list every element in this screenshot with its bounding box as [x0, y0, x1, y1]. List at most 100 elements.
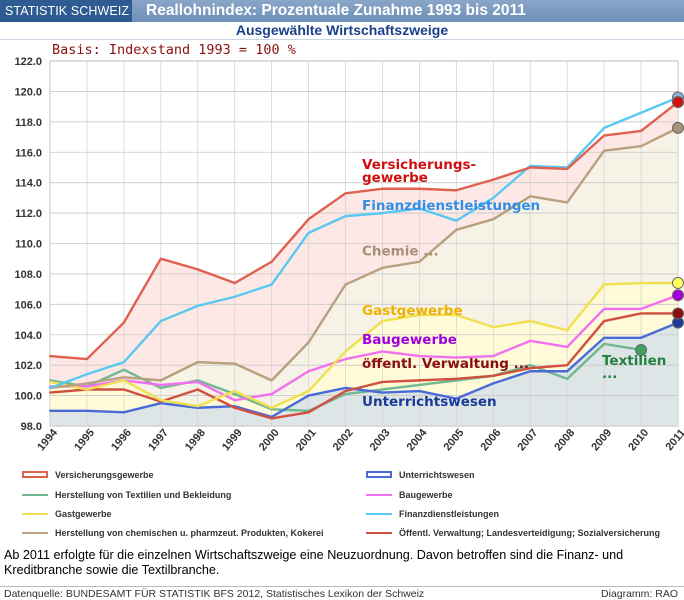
- area-fill-unt: [50, 322, 678, 426]
- data-point-bau: [270, 393, 273, 396]
- data-point-vers: [603, 134, 606, 137]
- y-tick-label: 120.0: [14, 86, 42, 98]
- data-point-fin: [196, 304, 199, 307]
- data-point-text: [529, 364, 532, 367]
- data-point-fin: [270, 283, 273, 286]
- series-line-chem: [49, 126, 679, 390]
- legend-swatch: [366, 494, 392, 496]
- x-tick-label: 1999: [220, 427, 245, 453]
- x-tick-label: 2005: [442, 427, 467, 453]
- diagram-credit: Diagramm: RAO: [600, 588, 678, 600]
- data-point-bau: [418, 355, 421, 358]
- data-point-oeff: [566, 364, 569, 367]
- data-point-chem: [418, 260, 421, 263]
- data-point-unt: [455, 397, 458, 400]
- series-line-vers: [49, 101, 679, 361]
- data-point-chem: [196, 361, 199, 364]
- data-point-chem: [455, 228, 458, 231]
- data-point-unt: [49, 409, 51, 412]
- data-point-vers: [233, 282, 236, 285]
- data-point-oeff: [196, 388, 199, 391]
- data-point-bau: [307, 370, 310, 373]
- x-tick-label: 2001: [294, 427, 319, 453]
- data-point-bau: [603, 307, 606, 310]
- data-point-unt: [529, 370, 532, 373]
- x-tick-label: 2002: [331, 427, 356, 453]
- end-marker-gast: [672, 277, 684, 290]
- data-point-gast: [566, 329, 569, 332]
- data-point-vers: [344, 192, 347, 195]
- y-tick-label: 106.0: [14, 299, 42, 311]
- series-line-fin: [49, 96, 679, 390]
- data-point-gast: [270, 406, 273, 409]
- basis-annotation: Basis: Indexstand 1993 = 100 %: [52, 42, 296, 58]
- title-bar: STATISTIK SCHWEIZ Reallohnindex: Prozent…: [0, 0, 684, 22]
- data-point-oeff: [307, 411, 310, 414]
- data-point-fin: [85, 373, 88, 376]
- data-point-bau: [85, 385, 88, 388]
- data-point-fin: [122, 361, 125, 364]
- data-point-fin: [640, 111, 643, 114]
- y-tick-label: 108.0: [14, 269, 42, 281]
- data-point-vers: [566, 167, 569, 170]
- data-point-gast: [381, 320, 384, 323]
- series-label-vers: Versicherungs-: [362, 157, 476, 173]
- chart-subtitle: Ausgewählte Wirtschaftszweige: [0, 22, 684, 40]
- data-point-gast: [233, 390, 236, 393]
- x-tick-label: 2004: [405, 426, 430, 453]
- legend-swatch: [366, 513, 392, 515]
- series-line-oeff: [49, 312, 678, 420]
- data-point-vers: [49, 355, 51, 358]
- data-point-fin: [381, 212, 384, 215]
- data-point-gast: [49, 380, 51, 383]
- data-point-vers: [492, 178, 495, 181]
- y-tick-label: 98.0: [21, 421, 42, 433]
- data-point-oeff: [381, 380, 384, 383]
- y-tick-label: 122.0: [14, 56, 42, 68]
- data-point-vers: [270, 260, 273, 263]
- data-point-oeff: [233, 406, 236, 409]
- data-point-chem: [603, 149, 606, 152]
- data-point-chem: [381, 266, 384, 269]
- footnote: Ab 2011 erfolgte für die einzelnen Wirts…: [4, 548, 624, 577]
- x-tick-label: 2011: [663, 427, 684, 453]
- data-point-chem: [640, 145, 643, 148]
- data-point-bau: [196, 380, 199, 383]
- y-tick-label: 102.0: [14, 360, 42, 372]
- data-point-fin: [492, 196, 495, 199]
- data-point-text: [418, 383, 421, 386]
- data-point-oeff: [492, 374, 495, 377]
- data-point-chem: [307, 341, 310, 344]
- data-point-chem: [270, 379, 273, 382]
- legend-swatch: [22, 471, 48, 478]
- data-point-unt: [381, 391, 384, 394]
- x-tick-label: 2009: [589, 427, 614, 453]
- x-tick-label: 1997: [146, 427, 171, 453]
- data-point-bau: [455, 356, 458, 359]
- data-point-unt: [85, 409, 88, 412]
- y-tick-label: 114.0: [15, 178, 42, 190]
- data-point-oeff: [529, 367, 532, 370]
- data-point-fin: [307, 231, 310, 234]
- data-point-unt: [566, 370, 569, 373]
- data-point-fin: [418, 207, 421, 210]
- data-point-gast: [196, 405, 199, 408]
- data-point-gast: [122, 379, 125, 382]
- legend-label: Versicherungsgewerbe: [55, 470, 154, 480]
- series-label-oeff: öffentl. Verwaltung ...: [362, 356, 529, 372]
- data-point-gast: [492, 326, 495, 329]
- legend-label: Baugewerbe: [399, 490, 453, 500]
- data-point-unt: [603, 336, 606, 339]
- series-label-unt: Unterrichtswesen: [362, 394, 497, 410]
- data-point-vers: [529, 166, 532, 169]
- data-point-chem: [85, 382, 88, 385]
- data-point-unt: [640, 336, 643, 339]
- data-point-text: [344, 393, 347, 396]
- legend-label: Herstellung von chemischen u. pharmzeut.…: [55, 528, 324, 538]
- x-tick-label: 2008: [552, 427, 577, 453]
- y-tick-label: 100.0: [14, 391, 42, 403]
- series-label-text: ...: [602, 366, 617, 382]
- legend-swatch: [22, 532, 48, 534]
- x-tick-label: 2007: [515, 427, 540, 453]
